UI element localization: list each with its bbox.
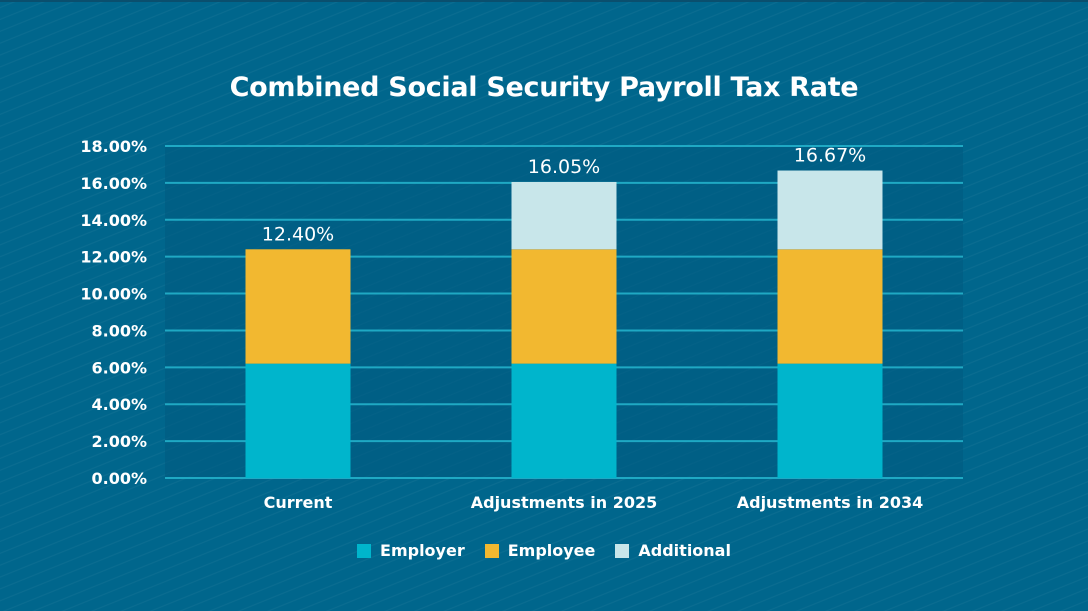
y-tick-label: 14.00% bbox=[80, 211, 147, 230]
bar-employer bbox=[511, 363, 617, 478]
y-tick-label: 10.00% bbox=[80, 285, 147, 304]
x-tick-label: Adjustments in 2034 bbox=[737, 493, 924, 512]
legend-item-additional: Additional bbox=[615, 541, 731, 560]
x-tick-label: Current bbox=[264, 493, 333, 512]
y-tick-label: 6.00% bbox=[91, 358, 147, 377]
y-tick-label: 2.00% bbox=[91, 432, 147, 451]
total-data-label: 16.05% bbox=[528, 156, 600, 178]
y-tick-label: 8.00% bbox=[91, 321, 147, 340]
legend-label-additional: Additional bbox=[638, 541, 731, 560]
bar-additional bbox=[777, 170, 883, 250]
bar-employee bbox=[777, 249, 883, 364]
legend-swatch-employee bbox=[484, 543, 499, 558]
y-tick-label: 12.00% bbox=[80, 248, 147, 267]
bar-additional bbox=[511, 181, 617, 250]
bar-employee bbox=[511, 249, 617, 364]
bar-employer bbox=[245, 363, 351, 478]
top-border bbox=[0, 0, 1088, 2]
total-data-label: 12.40% bbox=[262, 223, 334, 245]
y-tick-label: 18.00% bbox=[80, 137, 147, 156]
legend-swatch-employer bbox=[357, 543, 372, 558]
legend-label-employer: Employer bbox=[380, 541, 465, 560]
legend-item-employer: Employer bbox=[357, 541, 465, 560]
bar-employer bbox=[777, 363, 883, 478]
y-tick-label: 0.00% bbox=[91, 469, 147, 488]
legend: Employer Employee Additional bbox=[0, 541, 1088, 560]
y-tick-label: 16.00% bbox=[80, 174, 147, 193]
legend-item-employee: Employee bbox=[484, 541, 596, 560]
legend-swatch-additional bbox=[615, 543, 630, 558]
x-tick-label: Adjustments in 2025 bbox=[471, 493, 658, 512]
y-tick-label: 4.00% bbox=[91, 395, 147, 414]
chart-title: Combined Social Security Payroll Tax Rat… bbox=[229, 72, 859, 103]
bar-employee bbox=[245, 249, 351, 364]
total-data-label: 16.67% bbox=[794, 145, 866, 167]
legend-label-employee: Employee bbox=[507, 541, 596, 560]
